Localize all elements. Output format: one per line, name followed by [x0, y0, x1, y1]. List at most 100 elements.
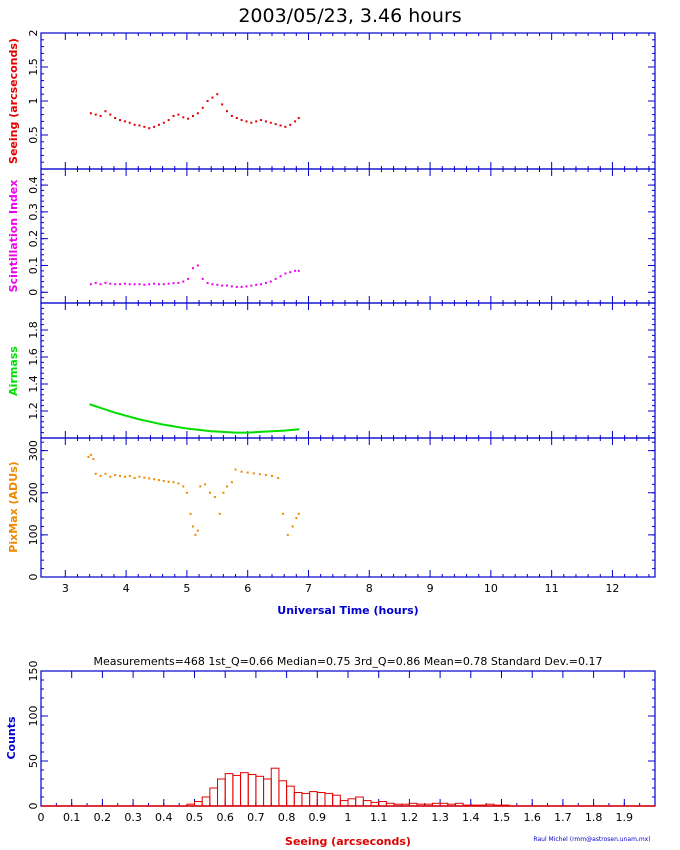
data-point	[157, 123, 160, 126]
data-point	[216, 283, 219, 286]
time-tick-label: 8	[366, 582, 373, 595]
data-point	[109, 282, 112, 285]
histogram-bars	[41, 767, 655, 807]
credit-text: Raul Michel (rmm@astrosen.unam.mx)	[533, 836, 650, 843]
data-point	[182, 485, 185, 488]
histogram-bar	[224, 773, 234, 807]
data-point	[297, 512, 300, 515]
data-point	[245, 120, 248, 123]
data-point	[119, 474, 122, 477]
panel-histogram: Measurements=468 1st_Q=0.66 Median=0.75 …	[5, 655, 656, 848]
data-point	[104, 472, 107, 475]
data-point	[240, 119, 243, 122]
data-point	[114, 117, 117, 119]
data-point	[99, 474, 102, 477]
data-point	[211, 96, 214, 99]
data-point	[271, 474, 274, 477]
y-tick-label: 0	[27, 803, 40, 810]
y-tick-label: 0	[27, 574, 40, 581]
data-point	[172, 114, 175, 117]
data-point	[187, 277, 190, 280]
y-tick-label: 0.5	[27, 126, 40, 144]
histogram-bar	[263, 778, 272, 807]
histogram-bar	[240, 772, 249, 807]
time-tick-label: 5	[183, 582, 190, 595]
data-point	[234, 468, 237, 471]
data-point	[209, 491, 212, 494]
data-point	[177, 113, 180, 116]
data-point	[199, 485, 202, 488]
data-point	[294, 269, 297, 272]
histogram-xlabel: Seeing (arcseconds)	[285, 835, 411, 848]
data-point	[89, 453, 92, 456]
panel-airmass-ticks: 1.2 1.4 1.6 1.8	[27, 303, 655, 439]
y-tick-label: 1.6	[27, 348, 40, 366]
panel-scintillation: 0 0.1 0.2 0.3 0.4 Scintillation Index	[7, 168, 656, 304]
data-point	[138, 124, 141, 127]
data-point	[196, 112, 199, 115]
data-point	[162, 283, 165, 286]
x-tick-label: 1.6	[523, 811, 541, 824]
data-point	[143, 476, 146, 479]
data-point	[279, 275, 282, 278]
data-point	[269, 280, 272, 283]
data-point	[109, 113, 112, 116]
data-point	[245, 285, 248, 288]
data-point	[157, 283, 160, 286]
data-point	[148, 127, 151, 130]
y-tick-label: 100	[27, 706, 40, 727]
data-point	[153, 282, 156, 285]
data-point	[264, 281, 267, 284]
histogram-bar	[324, 792, 334, 807]
data-point	[284, 272, 287, 275]
histogram-bar	[339, 800, 349, 807]
data-point	[191, 525, 194, 528]
data-point	[94, 113, 97, 116]
panel-pixmax-frame	[40, 437, 656, 578]
data-point	[201, 106, 204, 109]
histogram-bar	[355, 796, 364, 807]
data-point	[274, 123, 277, 126]
x-tick-label: 0	[38, 811, 45, 824]
data-point	[250, 121, 253, 124]
y-tick-label: 1.2	[27, 402, 40, 420]
data-point	[240, 470, 243, 473]
data-point	[114, 474, 117, 477]
data-point	[274, 277, 277, 280]
data-point	[294, 120, 297, 123]
x-tick-label: 1.8	[585, 811, 603, 824]
data-point	[204, 483, 207, 486]
y-tick-label: 200	[27, 482, 40, 503]
data-point	[277, 477, 280, 480]
histogram-bar	[201, 796, 211, 807]
data-point	[235, 117, 238, 119]
data-point	[172, 282, 175, 285]
y-tick-label: 0.1	[27, 257, 40, 275]
panel-seeing-points	[89, 93, 300, 130]
data-point	[222, 491, 225, 494]
data-point	[138, 475, 141, 478]
data-point	[114, 283, 117, 286]
data-point	[258, 473, 261, 476]
x-tick-label: 0.5	[186, 811, 204, 824]
histogram-bar	[332, 794, 341, 807]
time-tick-label: 11	[545, 582, 559, 595]
histogram-bar	[247, 774, 257, 807]
data-point	[138, 283, 141, 286]
histogram-bar	[362, 800, 372, 807]
data-point	[104, 281, 107, 284]
data-point	[167, 282, 170, 285]
panel-scintillation-ticks: 0 0.1 0.2 0.3 0.4	[27, 169, 655, 304]
data-point	[281, 512, 284, 515]
data-point	[260, 283, 263, 286]
y-tick-label: 150	[27, 661, 40, 682]
panel-airmass-ylabel: Airmass	[7, 346, 20, 396]
panel-pixmax-points	[87, 453, 300, 536]
panel-airmass-line	[89, 403, 300, 434]
histogram-bar	[270, 767, 280, 807]
histogram-bar	[301, 792, 311, 807]
data-point	[255, 283, 258, 286]
data-point	[189, 512, 192, 515]
data-point	[297, 269, 300, 272]
x-tick-label: 0.7	[247, 811, 265, 824]
